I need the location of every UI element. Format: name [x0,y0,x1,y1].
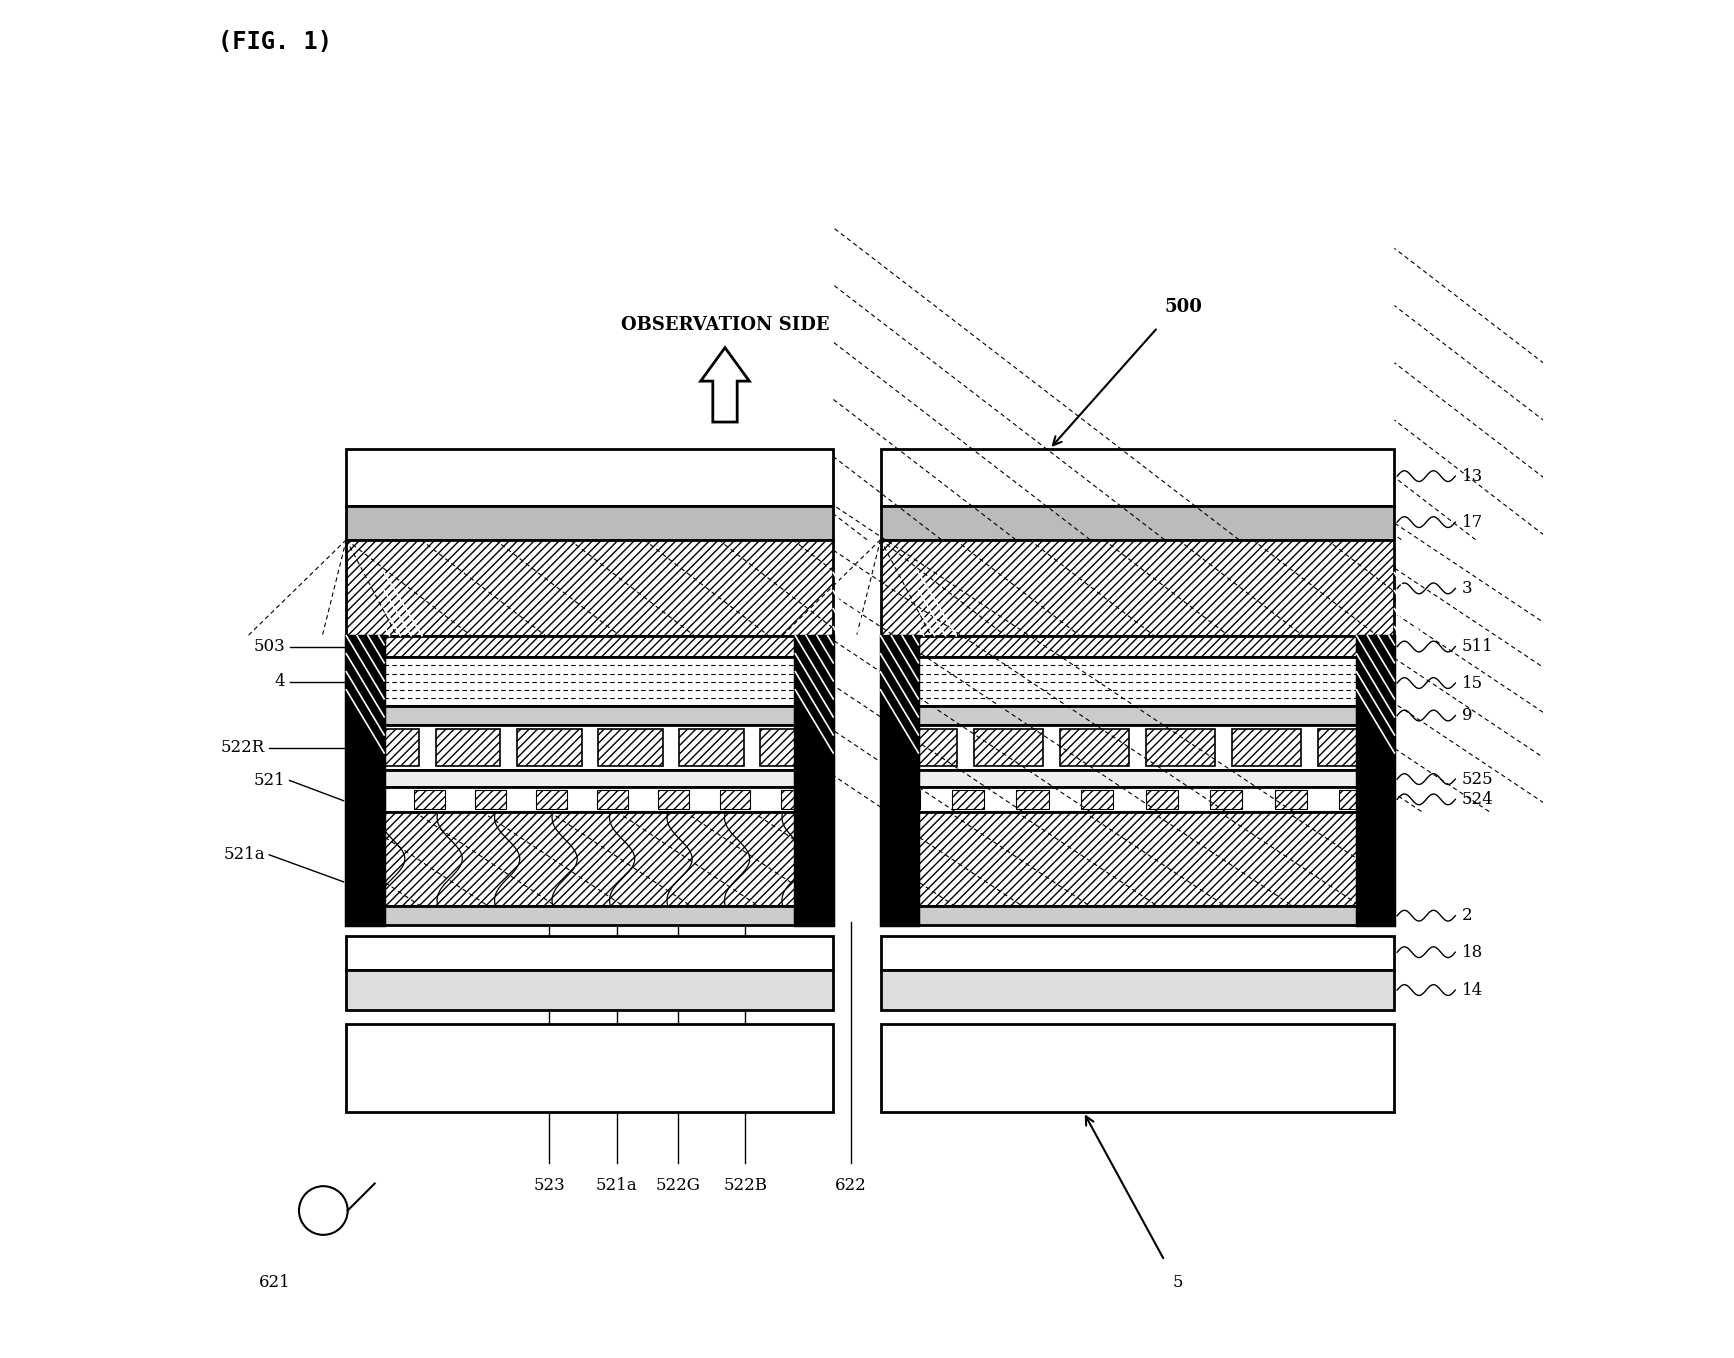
Bar [881,706,1394,725]
Bar [347,770,834,788]
Bar [881,970,1394,1010]
Bar [1080,790,1113,809]
Bar [1146,790,1177,809]
Bar [414,790,444,809]
Bar [888,729,957,766]
Bar [598,729,662,766]
Text: 521: 521 [253,771,286,789]
Bar [780,790,812,809]
Bar [354,790,383,809]
Text: 521a: 521a [596,1176,638,1194]
Bar [881,788,1394,812]
Text: 521a: 521a [224,846,265,864]
Text: OBSERVATION SIDE: OBSERVATION SIDE [621,316,829,334]
Bar [881,936,1394,970]
Bar [881,812,1394,906]
Bar [881,539,1394,636]
Text: 13: 13 [1462,467,1483,485]
Bar [881,725,1394,770]
Bar [720,790,751,809]
Text: 522G: 522G [655,1176,701,1194]
Polygon shape [701,348,749,422]
Text: 15: 15 [1462,675,1483,691]
Bar [680,729,744,766]
Bar [347,812,834,906]
Bar [598,790,628,809]
Text: 2: 2 [1462,907,1472,925]
Bar [881,636,919,925]
Bar [475,790,506,809]
Bar [517,729,581,766]
Text: 522R: 522R [220,740,265,756]
Bar [881,657,1394,706]
Bar [347,507,834,539]
Bar [888,790,919,809]
Bar [1318,729,1387,766]
Text: 523: 523 [534,1176,565,1194]
Text: 503: 503 [253,638,286,655]
Bar [881,770,1394,788]
Text: (FIG. 1): (FIG. 1) [218,30,331,54]
Bar [881,906,1394,925]
Text: 17: 17 [1462,513,1483,531]
Bar [1016,790,1049,809]
Text: 522B: 522B [723,1176,766,1194]
Text: 3: 3 [1462,580,1472,598]
Bar [347,636,834,657]
Text: 500: 500 [1165,297,1202,316]
Text: 621: 621 [258,1274,291,1291]
Bar [796,636,834,925]
Bar [881,636,1394,657]
Bar [952,790,985,809]
Bar [1356,636,1394,925]
Text: 622: 622 [834,1176,867,1194]
Bar [881,1024,1394,1112]
Bar [881,449,1394,507]
Text: 524: 524 [1462,790,1493,808]
Bar [1210,790,1243,809]
Text: 511: 511 [1462,638,1493,655]
Bar [536,790,567,809]
Text: 4: 4 [274,674,286,690]
Text: 525: 525 [1462,770,1493,788]
Bar [347,449,834,507]
Bar [347,788,834,812]
Bar [881,507,1394,539]
Text: 5: 5 [1172,1274,1183,1291]
Bar [347,725,834,770]
Bar [347,706,834,725]
Bar [347,657,834,706]
Text: 9: 9 [1462,708,1472,724]
Text: 18: 18 [1462,944,1483,960]
Bar [1231,729,1300,766]
Bar [1059,729,1129,766]
Bar [1339,790,1372,809]
Bar [347,906,834,925]
Bar [354,729,420,766]
Bar [347,936,834,970]
Bar [759,729,825,766]
Bar [347,636,385,925]
Bar [347,1024,834,1112]
Bar [347,539,834,636]
Bar [435,729,501,766]
Bar [1274,790,1307,809]
Text: 14: 14 [1462,982,1483,998]
Bar [1146,729,1216,766]
Bar [659,790,688,809]
Bar [347,970,834,1010]
Bar [975,729,1044,766]
